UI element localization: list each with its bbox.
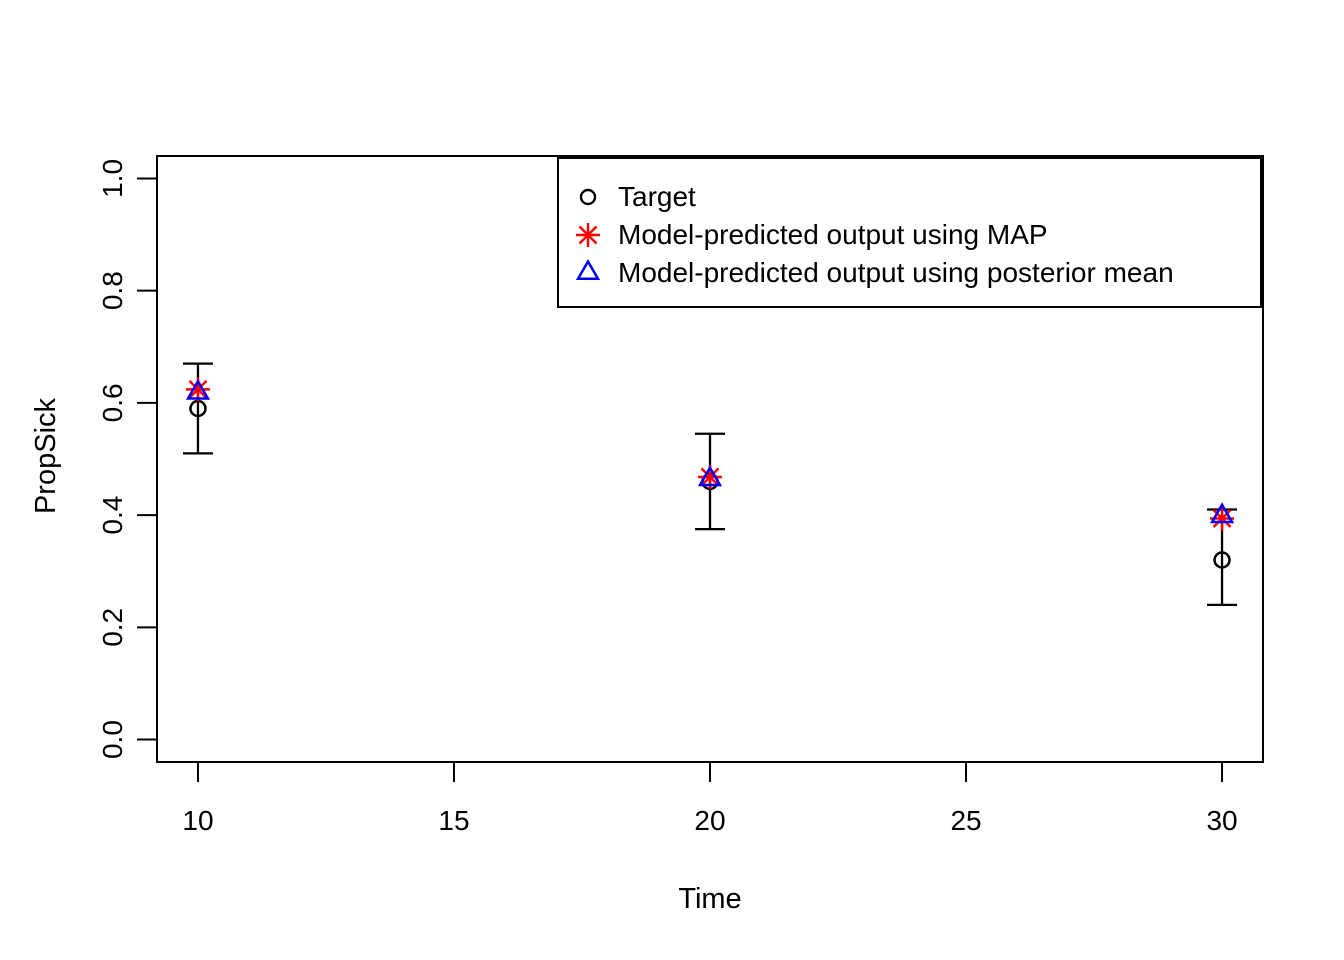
x-tick-label: 25 — [950, 805, 981, 836]
y-axis-title: PropSick — [30, 397, 62, 515]
x-tick-label: 10 — [182, 805, 213, 836]
legend-label-map: Model-predicted output using MAP — [618, 219, 1048, 250]
x-axis-title: Time — [678, 883, 742, 915]
legend-item-target: Target — [559, 178, 1260, 216]
posterior-mean-point-marker — [697, 465, 723, 487]
asterisk-icon — [576, 223, 600, 247]
legend-label-target: Target — [618, 181, 696, 212]
y-tick-label: 0.4 — [97, 496, 128, 535]
x-tick-label: 15 — [438, 805, 469, 836]
y-tick-label: 0.0 — [97, 720, 128, 759]
x-tick-label: 20 — [694, 805, 725, 836]
y-tick-label: 0.2 — [97, 608, 128, 647]
y-tick-label: 1.0 — [97, 159, 128, 198]
open-circle-icon — [579, 188, 597, 206]
posterior-mean-point-marker — [1209, 502, 1235, 524]
y-tick-label: 0.8 — [97, 271, 128, 310]
posterior-mean-point-marker — [185, 378, 211, 400]
open-triangle-icon — [575, 259, 601, 280]
legend-label-posterior-mean: Model-predicted output using posterior m… — [618, 257, 1174, 288]
legend-box: Target Model-predicted output using MAP … — [557, 157, 1262, 308]
legend-item-posterior-mean: Model-predicted output using posterior m… — [559, 254, 1260, 292]
target-point-marker — [1213, 551, 1231, 569]
x-tick-label: 30 — [1206, 805, 1237, 836]
legend-item-map: Model-predicted output using MAP — [559, 216, 1260, 254]
y-tick-label: 0.6 — [97, 383, 128, 422]
